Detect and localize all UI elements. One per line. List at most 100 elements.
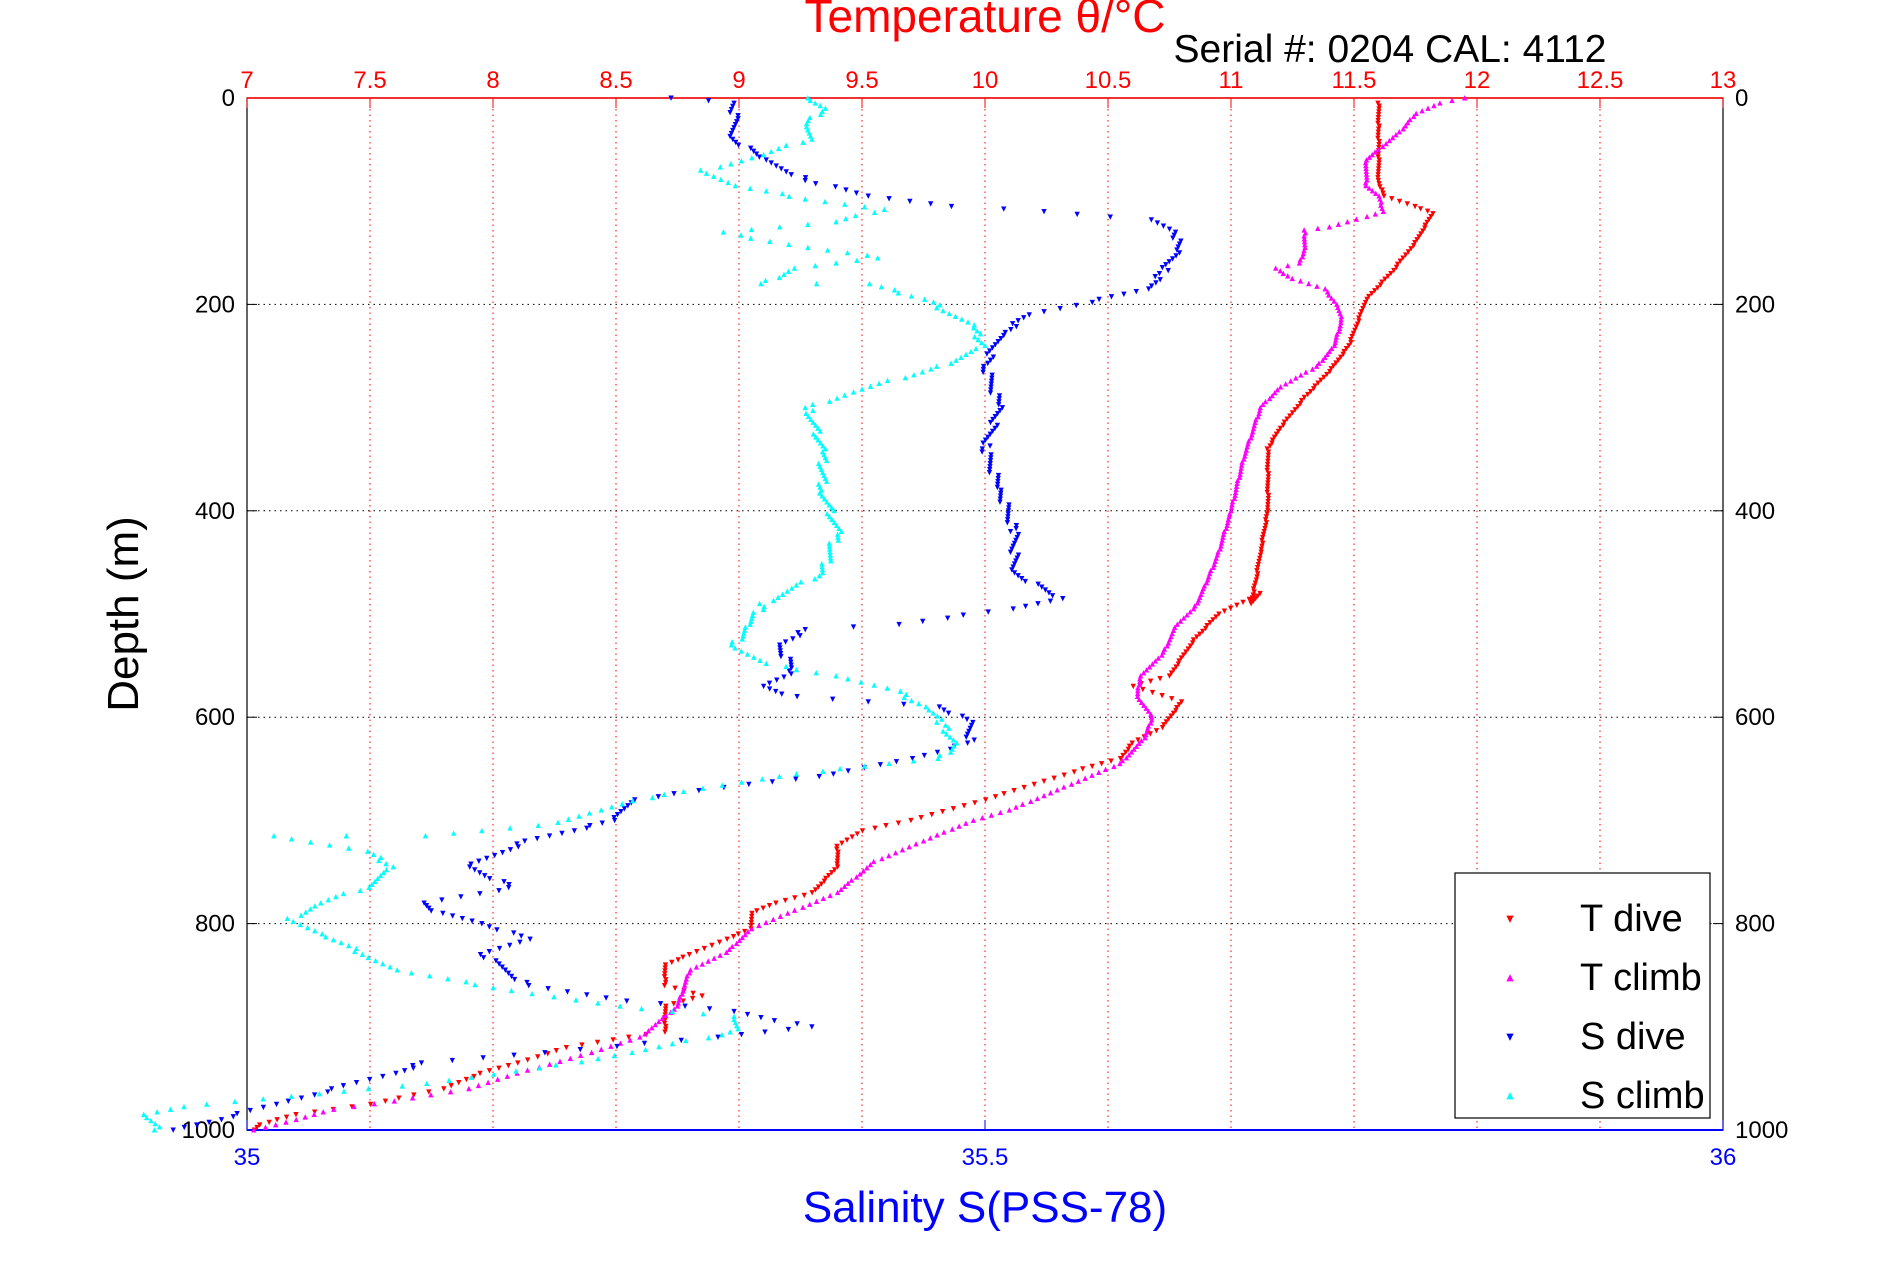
series-point <box>1394 261 1401 268</box>
series-point <box>1155 655 1161 661</box>
series-point <box>1350 330 1357 337</box>
series-point <box>1223 525 1230 531</box>
series-point <box>987 461 993 467</box>
series-point <box>841 392 848 398</box>
series-point <box>812 262 818 269</box>
series-point <box>507 825 513 831</box>
series-point <box>1047 790 1054 796</box>
series-point <box>813 280 820 287</box>
series-point <box>824 510 830 517</box>
series-point <box>346 942 352 949</box>
series-point <box>1402 252 1409 258</box>
series-point <box>992 342 999 348</box>
series-point <box>1376 160 1382 166</box>
series-point <box>1265 458 1271 465</box>
series-point <box>908 697 915 704</box>
series-point <box>1349 333 1355 340</box>
series-point <box>1396 129 1402 135</box>
series-point <box>1378 202 1384 208</box>
series-point <box>445 976 451 982</box>
series-point <box>789 585 795 591</box>
series-point <box>421 900 427 906</box>
series-point <box>408 970 415 976</box>
series-point <box>1361 302 1367 309</box>
series-point <box>1180 652 1187 658</box>
series-point <box>988 381 995 387</box>
series-point <box>1257 552 1264 559</box>
series-point <box>834 395 840 401</box>
series-point <box>964 716 970 723</box>
series-point <box>683 976 689 982</box>
series-point <box>770 916 776 922</box>
series-point <box>311 1109 318 1115</box>
series-point <box>234 1110 240 1117</box>
grid-layer <box>247 98 1723 1130</box>
series-point <box>1280 422 1287 429</box>
series-point <box>1160 223 1167 229</box>
series-point <box>1137 678 1143 685</box>
series-point <box>499 850 506 856</box>
series-point <box>1041 792 1047 799</box>
series-point <box>1354 321 1361 327</box>
series-point <box>232 1098 238 1105</box>
series-point <box>410 1063 416 1069</box>
series-point <box>456 1080 462 1086</box>
series-point <box>1253 577 1259 583</box>
series-point <box>1328 366 1334 372</box>
series-point <box>762 277 769 284</box>
series-point <box>555 819 561 825</box>
series-point <box>748 618 754 624</box>
series-point <box>424 1080 430 1087</box>
series-point <box>588 1049 595 1056</box>
series-point <box>1335 357 1342 363</box>
series-point <box>1344 218 1351 225</box>
series-point <box>820 895 827 902</box>
series-point <box>911 372 917 378</box>
series-point <box>895 820 902 826</box>
series-point <box>819 493 825 499</box>
series-point <box>998 487 1004 494</box>
series-point <box>1264 511 1270 517</box>
series-point <box>1383 140 1389 147</box>
series-point <box>809 136 815 142</box>
series-point <box>662 1009 669 1015</box>
series-point <box>679 991 685 997</box>
series-point <box>834 855 841 861</box>
series-point <box>1005 511 1011 517</box>
series-point <box>809 890 815 896</box>
series-point <box>1013 324 1020 330</box>
series-point <box>1260 534 1266 541</box>
series-point <box>1376 193 1382 199</box>
series-point <box>1249 432 1255 438</box>
series-point <box>254 1124 260 1131</box>
series-point <box>1462 95 1468 101</box>
series-point <box>599 820 605 826</box>
series-point <box>285 1098 292 1104</box>
series-point <box>771 1018 778 1024</box>
series-point <box>1328 295 1335 301</box>
series-point <box>1400 255 1406 261</box>
series-point <box>1265 452 1272 458</box>
series-point <box>1138 699 1145 705</box>
series-point <box>1265 508 1271 514</box>
series-point <box>1340 351 1346 358</box>
series-point <box>1170 627 1177 634</box>
series-point <box>578 1059 585 1065</box>
series-point <box>1297 257 1303 263</box>
series-point <box>1137 675 1143 682</box>
series-point <box>777 645 783 651</box>
series-point <box>1264 505 1271 511</box>
series-point <box>939 809 946 815</box>
series-point <box>1393 131 1399 138</box>
series-point <box>1301 238 1308 245</box>
series-point <box>652 1021 659 1028</box>
series-point <box>505 1063 512 1069</box>
series-point <box>1013 523 1020 529</box>
series-point <box>758 280 764 287</box>
series-point <box>834 889 841 896</box>
series-point <box>777 651 784 657</box>
series-point <box>1346 343 1352 349</box>
series-point <box>181 1124 187 1131</box>
series-point <box>819 569 826 576</box>
